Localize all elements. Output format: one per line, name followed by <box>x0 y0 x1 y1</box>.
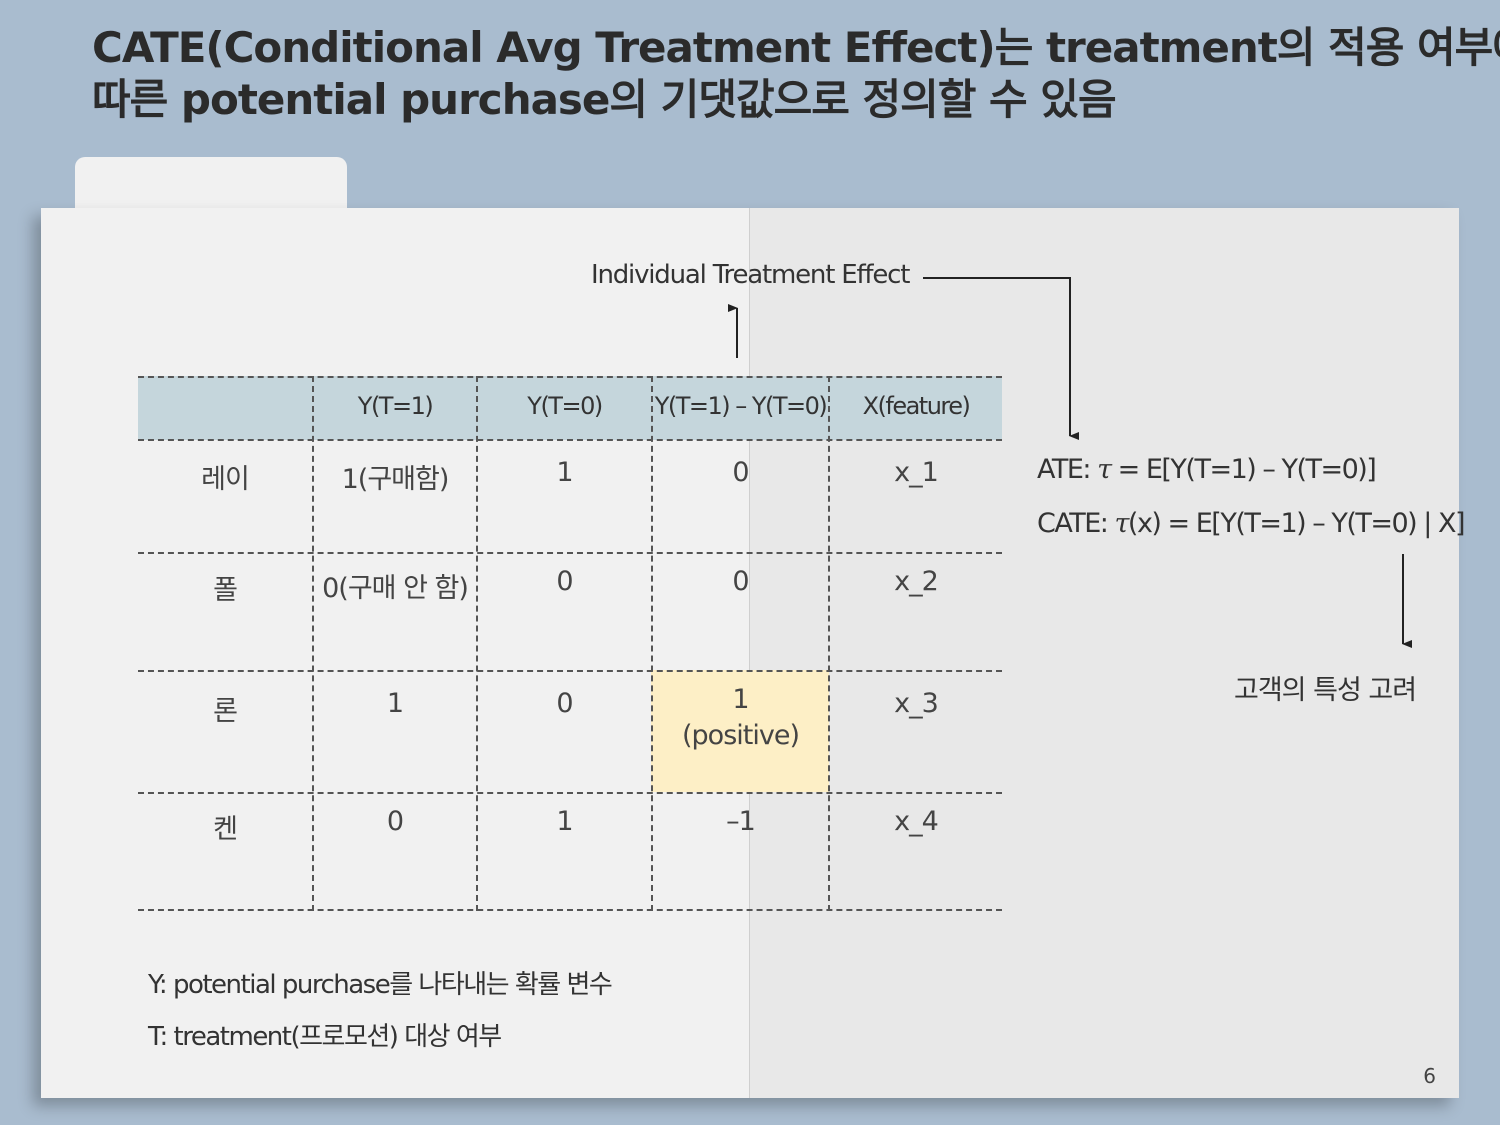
row-name: 켄 <box>213 814 238 845</box>
row-name: 론 <box>213 696 238 727</box>
table-column-rule <box>476 376 478 911</box>
page-number: 6 <box>1423 1064 1436 1088</box>
cell-y-t0: 0 <box>556 566 573 597</box>
ate-formula: ATE: τ = E[Y(T=1) – Y(T=0)] <box>1037 454 1377 485</box>
table-rule <box>138 376 1002 378</box>
cell-diff-note: (positive) <box>682 720 800 751</box>
cell-y-t1: 1(구매함) <box>341 464 450 495</box>
ate-expression: = E[Y(T=1) – Y(T=0)] <box>1110 454 1377 485</box>
cell-y-t1: 0(구매 안 함) <box>322 573 469 604</box>
cate-prefix: CATE: <box>1037 508 1115 539</box>
cell-feature: x_4 <box>894 806 939 837</box>
ite-label: Individual Treatment Effect <box>591 260 910 290</box>
table-rule <box>138 552 1002 554</box>
cell-diff: 0 <box>732 457 749 488</box>
ate-prefix: ATE: <box>1037 454 1098 485</box>
card-right-panel <box>749 208 1459 1098</box>
cell-diff: 1 <box>732 684 749 715</box>
row-name: 폴 <box>213 575 238 606</box>
customer-feature-note: 고객의 특성 고려 <box>1234 675 1417 706</box>
row-name: 레이 <box>201 464 250 495</box>
y-definition: Y: potential purchase를 나타내는 확률 변수 <box>148 970 613 1000</box>
arrow-layer <box>728 277 1412 648</box>
title-line-2: 따른 potential purchase의 기댓값으로 정의할 수 있음 <box>92 75 1117 124</box>
cell-y-t0: 1 <box>556 806 573 837</box>
header-diff: Y(T=1) – Y(T=0) <box>654 392 828 420</box>
tau-symbol: τ <box>1114 508 1129 539</box>
table-column-rule <box>651 376 653 911</box>
table-header-background <box>138 376 1002 440</box>
cell-y-t0: 1 <box>556 457 573 488</box>
title-line-1: CATE(Conditional Avg Treatment Effect)는 … <box>92 23 1500 72</box>
table-rule <box>138 909 1002 911</box>
slide-card: Individual Treatment Effect Y(T=1) Y(T=0… <box>41 208 1466 1098</box>
folder-tab <box>75 157 347 217</box>
cell-diff: 0 <box>732 566 749 597</box>
cate-formula: CATE: τ(x) = E[Y(T=1) – Y(T=0) | X] <box>1037 508 1466 539</box>
slide-title: CATE(Conditional Avg Treatment Effect)는 … <box>92 22 1500 126</box>
elbow-arrow-icon <box>923 277 1079 440</box>
outcome-table: Y(T=1) Y(T=0) Y(T=1) – Y(T=0) X(feature)… <box>138 376 1002 911</box>
cell-y-t1: 0 <box>386 806 404 837</box>
header-feature: X(feature) <box>862 392 971 420</box>
cell-feature: x_2 <box>894 566 939 597</box>
table-column-rule <box>828 376 830 911</box>
table-column-rule <box>312 376 314 911</box>
cell-feature: x_1 <box>894 457 939 488</box>
cell-y-t1: 1 <box>386 688 404 719</box>
t-definition: T: treatment(프로모션) 대상 여부 <box>148 1022 502 1052</box>
cell-y-t0: 0 <box>556 688 573 719</box>
table-rule <box>138 670 1002 672</box>
positive-highlight-cell <box>651 670 829 792</box>
header-y-t1: Y(T=1) <box>357 392 434 420</box>
table-rule <box>138 439 1002 441</box>
tau-symbol: τ <box>1097 454 1112 485</box>
cell-diff: –1 <box>726 806 756 837</box>
cate-expression: (x) = E[Y(T=1) – Y(T=0) | X] <box>1127 508 1466 539</box>
table-rule <box>138 792 1002 794</box>
cell-feature: x_3 <box>894 688 939 719</box>
header-y-t0: Y(T=0) <box>527 392 603 420</box>
